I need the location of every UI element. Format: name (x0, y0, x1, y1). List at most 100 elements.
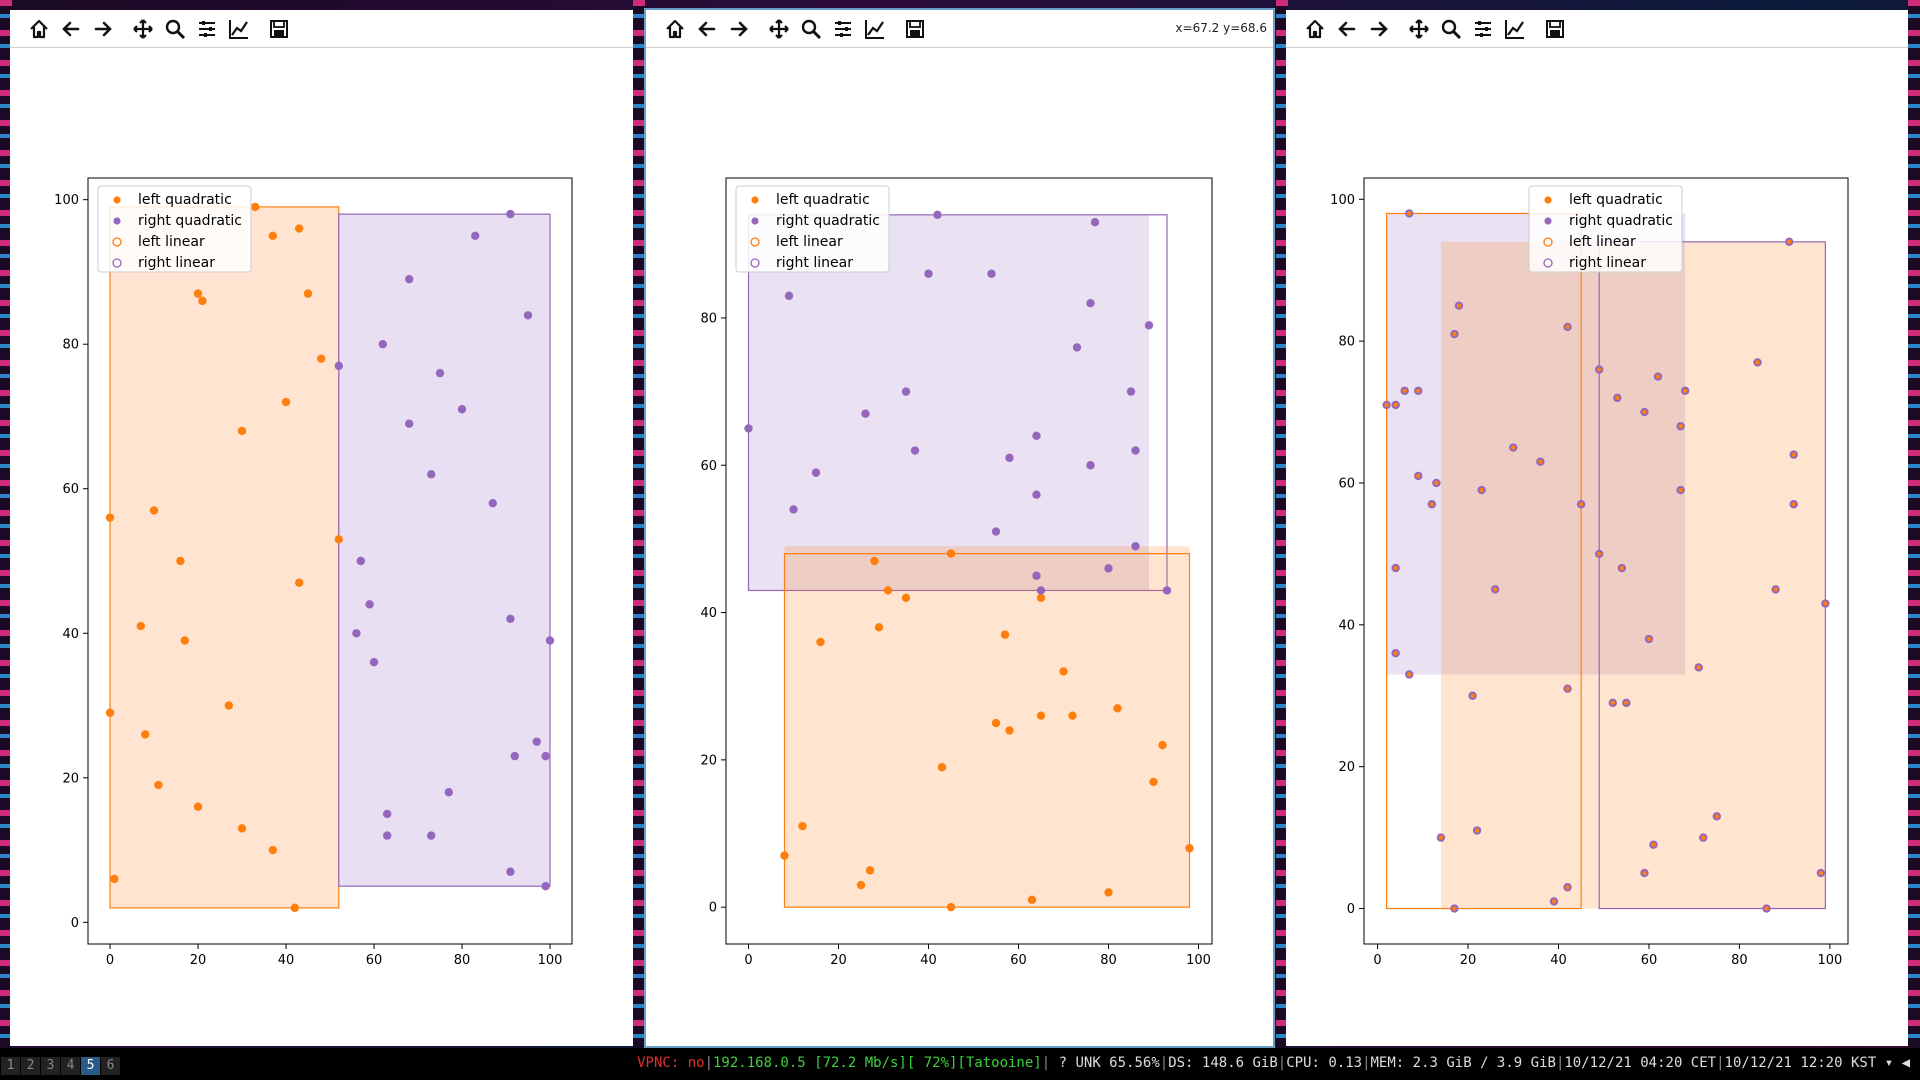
vpnc-status: VPNC: no (637, 1055, 705, 1071)
forward-icon (94, 21, 112, 37)
data-point (1036, 593, 1046, 603)
data-point (865, 866, 875, 875)
data-point (1701, 835, 1706, 840)
configure-icon (835, 21, 851, 37)
data-point (427, 831, 436, 840)
save-button[interactable] (266, 16, 292, 42)
data-point (861, 409, 870, 418)
left-linear-region (783, 553, 1191, 908)
back-icon (1338, 21, 1356, 37)
pan-button[interactable] (130, 16, 156, 42)
data-point (1456, 303, 1462, 308)
legend-marker (1544, 196, 1552, 204)
y-tick-label: 40 (700, 606, 717, 621)
x-tick-label: 40 (920, 953, 937, 968)
data-point (901, 593, 911, 603)
data-point (136, 621, 145, 631)
workspace-5[interactable]: 5 (81, 1057, 100, 1075)
configure-button[interactable] (830, 16, 856, 42)
back-button[interactable] (58, 16, 84, 42)
data-point (268, 845, 277, 855)
data-point (1597, 367, 1602, 372)
data-point (471, 231, 480, 241)
data-point (1755, 360, 1760, 365)
back-button[interactable] (1334, 16, 1360, 42)
configure-button[interactable] (1470, 16, 1496, 42)
data-point (1185, 844, 1194, 853)
zoom-button[interactable] (162, 16, 188, 42)
data-point (1791, 502, 1796, 507)
pan-icon (133, 19, 153, 39)
edit-axis-button[interactable] (226, 16, 252, 42)
data-point (281, 397, 291, 407)
clock-cet: 10/12/21 04:20 CET (1564, 1055, 1717, 1071)
data-point (1162, 586, 1172, 595)
edit-axis-button[interactable] (1502, 16, 1528, 42)
zoom-button[interactable] (1438, 16, 1464, 42)
data-point (1551, 899, 1557, 904)
data-point (1479, 487, 1484, 493)
home-button[interactable] (1302, 16, 1328, 42)
right-linear-region (748, 214, 1149, 591)
data-point (910, 446, 920, 455)
workspace-4[interactable]: 4 (61, 1057, 80, 1075)
data-point (1624, 700, 1629, 706)
data-point (1538, 459, 1543, 464)
data-point (510, 751, 519, 761)
save-button[interactable] (1542, 16, 1568, 42)
cpu-status: CPU: 0.13 (1286, 1055, 1363, 1071)
legend-marker (1543, 237, 1553, 247)
y-tick-label: 80 (1338, 335, 1355, 350)
clock-kst: 10/12/21 12:20 KST (1724, 1055, 1877, 1071)
workspace-6[interactable]: 6 (101, 1057, 120, 1075)
left-linear-region (109, 206, 340, 909)
data-point (901, 387, 911, 396)
wifi-icon[interactable]: ▾ (1884, 1055, 1894, 1071)
wallpaper-strip (633, 0, 645, 1048)
configure-button[interactable] (194, 16, 220, 42)
legend-marker (113, 196, 121, 204)
pan-button[interactable] (766, 16, 792, 42)
legend-marker (1543, 258, 1553, 268)
data-point (303, 289, 313, 298)
forward-button[interactable] (1366, 16, 1392, 42)
data-point (193, 802, 203, 811)
home-icon (1306, 19, 1324, 39)
zoom-button[interactable] (798, 16, 824, 42)
data-point (937, 763, 947, 772)
back-button[interactable] (694, 16, 720, 42)
data-point (1429, 502, 1435, 507)
y-tick-label: 60 (1338, 476, 1355, 491)
data-point (193, 289, 203, 298)
y-tick-label: 20 (1338, 760, 1355, 775)
plot-window-1: 0 20 40 60 80 100 0 20 40 60 80 100 left quadratic ri… (10, 10, 633, 1046)
home-button[interactable] (662, 16, 688, 42)
data-point (811, 468, 821, 477)
save-button[interactable] (902, 16, 928, 42)
x-tick-label: 80 (1100, 953, 1117, 968)
configure-icon (199, 21, 215, 37)
workspace-2[interactable]: 2 (21, 1057, 40, 1075)
volume-icon[interactable]: ◀ (1901, 1055, 1910, 1071)
data-point (1565, 885, 1570, 890)
home-button[interactable] (26, 16, 52, 42)
data-point (1492, 587, 1498, 592)
x-tick-label: 80 (454, 953, 471, 968)
pan-button[interactable] (1406, 16, 1432, 42)
data-point (383, 809, 392, 819)
forward-button[interactable] (726, 16, 752, 42)
forward-button[interactable] (90, 16, 116, 42)
x-tick-label: 0 (744, 953, 752, 968)
data-point (1764, 906, 1769, 911)
workspace-1[interactable]: 1 (1, 1057, 20, 1075)
workspace-3[interactable]: 3 (41, 1057, 60, 1075)
data-point (1791, 452, 1796, 457)
data-point (224, 701, 233, 710)
data-point (545, 636, 555, 645)
data-point (1407, 672, 1412, 677)
edit-axis-button[interactable] (862, 16, 888, 42)
data-point (506, 867, 515, 876)
data-point (251, 202, 260, 212)
data-point (1131, 542, 1140, 551)
x-tick-label: 100 (1817, 953, 1842, 968)
